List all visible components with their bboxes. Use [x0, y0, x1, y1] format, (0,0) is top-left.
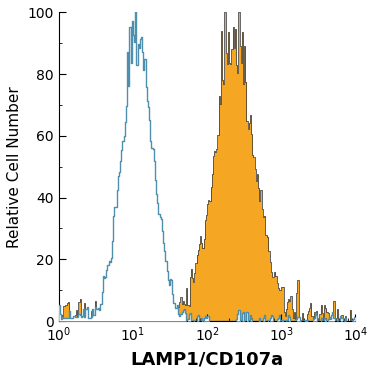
- X-axis label: LAMP1/CD107a: LAMP1/CD107a: [130, 350, 284, 368]
- Y-axis label: Relative Cell Number: Relative Cell Number: [7, 86, 22, 248]
